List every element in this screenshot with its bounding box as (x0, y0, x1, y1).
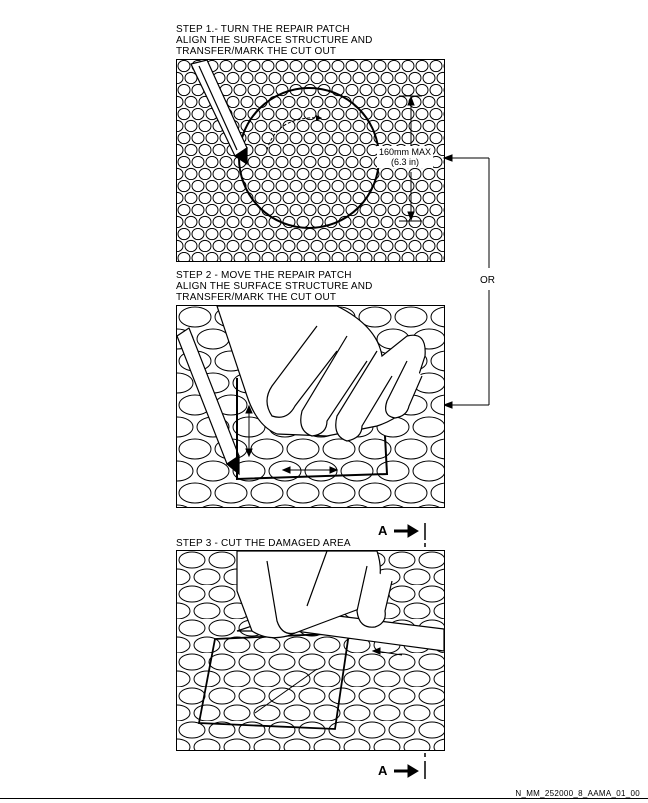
cut-square (197, 632, 351, 730)
step3-line-1: STEP 3 - CUT THE DAMAGED AREA (176, 538, 351, 549)
section-label-bottom: A (378, 763, 388, 778)
page-bottom-rule (0, 798, 648, 799)
step3-illustration (176, 550, 445, 751)
step1-line-3: TRANSFER/MARK THE CUT OUT (176, 46, 337, 57)
rotation-arrow (266, 117, 323, 151)
step2-illustration (176, 305, 445, 508)
step2-drawing (177, 306, 444, 507)
hand (236, 551, 393, 639)
step1-caption: STEP 1.- TURN THE REPAIR PATCH ALIGN THE… (176, 24, 373, 57)
marker-pen (190, 60, 248, 166)
dimension-metric: 160mm MAX (379, 147, 432, 157)
step2-line-3: TRANSFER/MARK THE CUT OUT (176, 292, 337, 303)
cutout-outline (236, 378, 389, 481)
section-label-top: A (378, 523, 388, 538)
step1-line-1: STEP 1.- TURN THE REPAIR PATCH (176, 24, 350, 35)
step2-line-1: STEP 2 - MOVE THE REPAIR PATCH (176, 270, 352, 281)
dimension-imperial: (6.3 in) (391, 157, 420, 167)
step1-line-2: ALIGN THE SURFACE STRUCTURE AND (176, 35, 373, 46)
dimension-label: 160mm MAX (6.3 in) (377, 146, 434, 168)
cut-direction-arrow (371, 647, 403, 656)
step2-caption: STEP 2 - MOVE THE REPAIR PATCH ALIGN THE… (176, 270, 373, 303)
step3-drawing (177, 551, 444, 750)
drawing-reference-code: N_MM_252000_8_AAMA_01_00 (515, 789, 640, 798)
dimension-arrow (399, 95, 422, 222)
or-label: OR (480, 275, 495, 286)
hand (216, 306, 426, 442)
step2-line-2: ALIGN THE SURFACE STRUCTURE AND (176, 281, 373, 292)
step1-drawing (177, 60, 444, 261)
step3-caption: STEP 3 - CUT THE DAMAGED AREA (176, 538, 351, 549)
move-arrows (245, 404, 339, 474)
cut-line (254, 668, 318, 714)
